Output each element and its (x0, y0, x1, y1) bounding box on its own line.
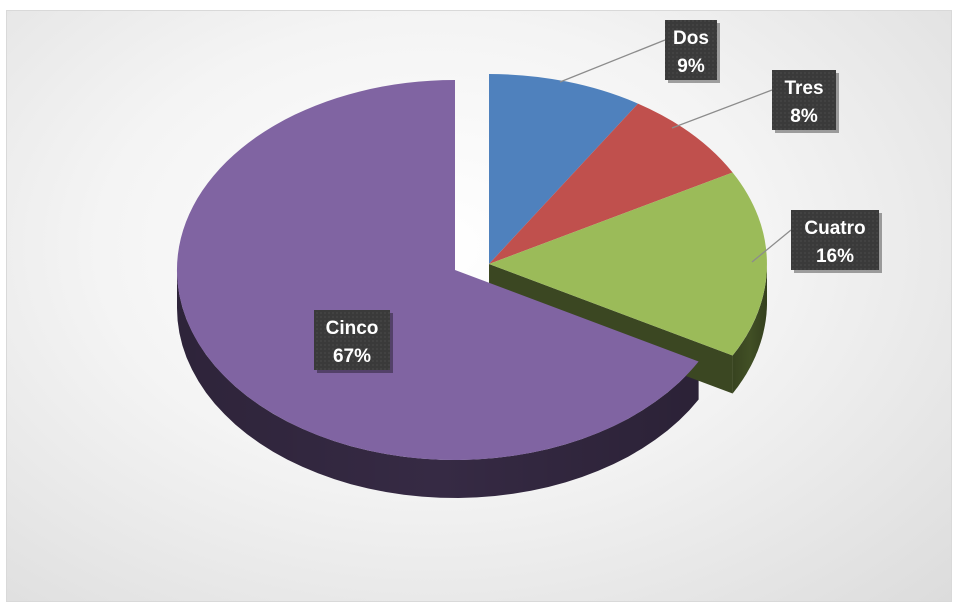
data-labels: Dos 9% Tres 8% Cuatro 16% Cinco 67% (314, 20, 882, 373)
label-percent: 67% (333, 346, 371, 367)
data-label-tres: Tres 8% (772, 70, 839, 133)
leader-line-dos (559, 39, 666, 83)
slice-tres[interactable] (489, 103, 733, 264)
label-category: Cuatro (804, 218, 865, 239)
label-box (791, 210, 879, 270)
data-label-cinco: Cinco 67% (314, 310, 393, 373)
data-label-cuatro: Cuatro 16% (791, 210, 882, 273)
leader-line-tres (671, 89, 773, 129)
label-percent: 9% (677, 56, 705, 77)
slice-wall-shading (732, 264, 767, 394)
label-category: Tres (784, 78, 823, 99)
data-label-dos: Dos 9% (665, 20, 720, 83)
leader-line-cuatro (751, 229, 792, 263)
label-category: Cinco (326, 318, 379, 339)
slice-side-cinco (177, 270, 699, 498)
label-percent: 8% (790, 106, 818, 127)
slice-cuatro[interactable] (489, 172, 767, 356)
label-box (772, 70, 836, 130)
label-box (314, 310, 390, 370)
label-box (665, 20, 717, 80)
slice-cinco[interactable] (176, 80, 699, 460)
leader-lines (559, 39, 792, 263)
slice-dos[interactable] (489, 74, 638, 264)
label-percent: 16% (816, 246, 854, 267)
slice-wall-shading (177, 270, 699, 498)
label-category: Dos (673, 28, 709, 49)
pie-tops (176, 74, 767, 460)
